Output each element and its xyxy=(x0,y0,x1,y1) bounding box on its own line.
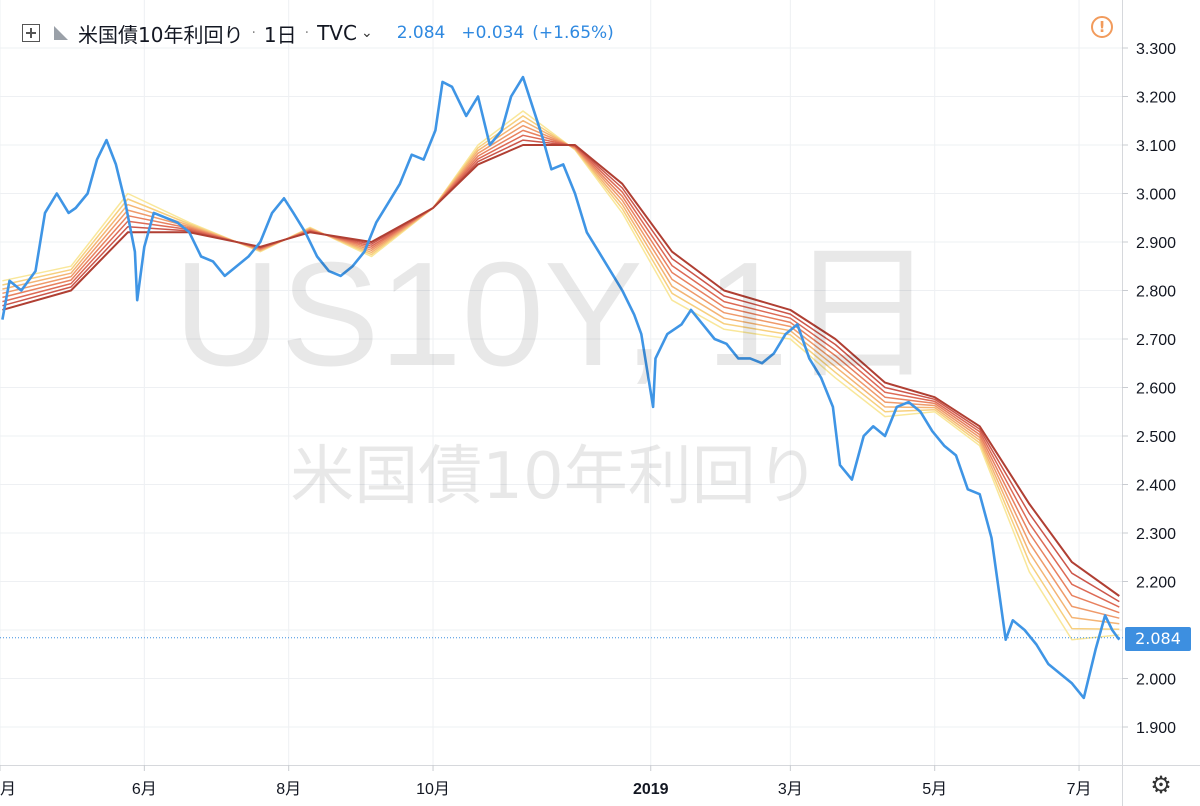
watermark-name: 米国債10年利回り xyxy=(290,440,819,514)
x-tick-label: 2019 xyxy=(633,781,669,798)
time-axis: 月 6月 8月 10月 2019 3月 5月 7月 xyxy=(0,765,1200,798)
chevron-down-icon[interactable]: ⌄ xyxy=(360,25,373,41)
y-tick-label: 2.500 xyxy=(1136,429,1176,446)
watermark-symbol: US10Y, 1日 xyxy=(174,232,936,397)
settings-gear-icon[interactable]: ⚙ xyxy=(1150,771,1172,799)
y-tick-label: 1.900 xyxy=(1136,720,1176,737)
alert-icon[interactable]: ! xyxy=(1091,16,1113,38)
y-tick-label: 3.200 xyxy=(1136,90,1176,107)
ema-line-8 xyxy=(2,144,1120,597)
price-line[interactable] xyxy=(1,75,1121,700)
x-tick-label: 6月 xyxy=(132,781,157,798)
symbol-name[interactable]: 米国債10年利回り xyxy=(78,22,244,47)
watermark: US10Y, 1日 米国債10年利回り xyxy=(174,232,936,514)
x-tick-label: 月 xyxy=(0,781,16,798)
x-tick-label: 7月 xyxy=(1067,781,1092,798)
interval[interactable]: 1日 xyxy=(263,22,297,47)
separator-dot: · xyxy=(304,25,310,41)
last-price-tag: 2.084 xyxy=(1125,627,1191,651)
x-tick-label: 5月 xyxy=(922,781,947,798)
y-tick-label: 2.800 xyxy=(1136,284,1176,301)
y-tick-label: 3.000 xyxy=(1136,187,1176,204)
chart-legend: 米国債10年利回り · 1日 · TVC ⌄ 2.084 +0.034 (+1.… xyxy=(0,18,614,48)
price-series xyxy=(1,75,1121,700)
y-tick-label: 2.900 xyxy=(1136,235,1176,252)
price-change: +0.034 xyxy=(461,23,525,43)
grid xyxy=(0,0,1122,765)
price-change-percent: (+1.65%) xyxy=(532,23,614,43)
y-tick-label: 3.300 xyxy=(1136,41,1176,58)
x-tick-label: 10月 xyxy=(416,781,450,798)
y-tick-label: 2.200 xyxy=(1136,575,1176,592)
y-tick-label: 2.000 xyxy=(1136,672,1176,689)
y-tick-label: 2.300 xyxy=(1136,526,1176,543)
separator-dot: · xyxy=(251,25,256,41)
expand-icon[interactable] xyxy=(22,24,40,42)
x-tick-label: 3月 xyxy=(778,781,803,798)
y-tick-label: 2.400 xyxy=(1136,478,1176,495)
y-tick-label: 3.100 xyxy=(1136,138,1176,155)
exchange[interactable]: TVC xyxy=(317,21,357,45)
y-tick-label: 2.700 xyxy=(1136,332,1176,349)
y-tick-label: 2.600 xyxy=(1136,381,1176,398)
price-axis: 3.300 3.200 3.100 3.000 2.900 2.800 2.700 2.600… xyxy=(1122,0,1176,806)
ema-ribbon xyxy=(2,110,1120,641)
last-price: 2.084 xyxy=(396,23,446,43)
x-tick-label: 8月 xyxy=(276,781,301,798)
symbol-flag-icon xyxy=(54,26,68,40)
